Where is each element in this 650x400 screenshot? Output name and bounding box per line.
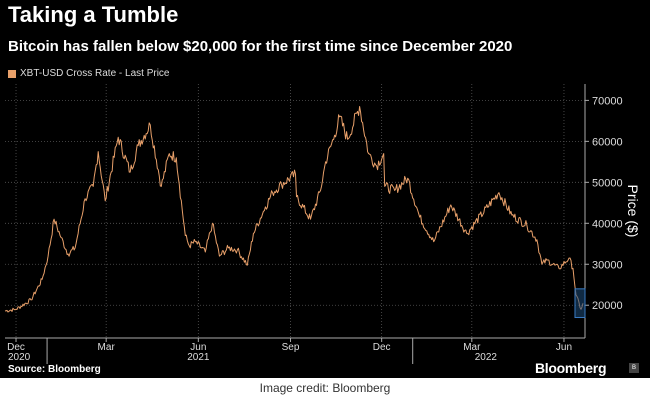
legend-label: XBT-USD Cross Rate - Last Price [20,68,170,79]
legend: XBT-USD Cross Rate - Last Price [8,68,169,79]
y-tick-label: 30000 [592,259,623,271]
bloomberg-badge-icon: B [629,363,639,373]
highlight-box [574,288,586,319]
y-tick-label: 70000 [592,95,623,107]
chart-title: Taking a Tumble [8,2,179,27]
y-tick-label: 60000 [592,136,623,148]
credit-bar [0,378,650,400]
price-chart: 20000 30000 40000 50000 60000 70000 Price ($) D… [4,84,641,364]
x-tick-label: Jun [190,342,206,353]
y-tick-label: 20000 [592,300,623,312]
y-tick-label: 50000 [592,177,623,189]
image-credit: Image credit: Bloomberg [259,381,391,395]
bloomberg-logo: Bloomberg [535,360,607,376]
year-label: 2021 [187,352,210,363]
x-tick-label: Mar [463,342,481,353]
y-axis-label: Price ($) [625,185,641,238]
year-label: 2020 [8,352,31,363]
legend-swatch [8,69,16,78]
source-note: Source: Bloomberg [8,364,101,375]
y-tick-label: 40000 [592,218,623,230]
x-tick-label: Jun [556,342,572,353]
year-label: 2022 [475,352,498,363]
series-line-xbt-usd [4,106,584,313]
x-tick-label: Dec [373,342,391,353]
x-tick-label: Dec [7,342,25,353]
chart-subtitle: Bitcoin has fallen below $20,000 for the… [8,38,513,55]
x-tick-label: Sep [282,342,300,353]
x-tick-label: Mar [98,342,116,353]
